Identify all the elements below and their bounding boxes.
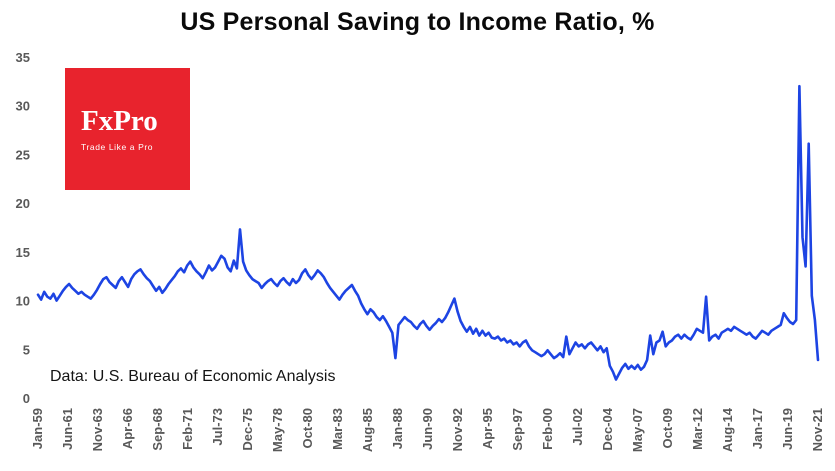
x-tick-label: Oct-09 xyxy=(660,408,675,448)
x-tick-label: Oct-80 xyxy=(300,408,315,448)
x-tick-label: Sep-68 xyxy=(150,408,165,451)
x-tick-label: May-78 xyxy=(270,408,285,452)
y-tick-label: 35 xyxy=(16,50,30,65)
x-tick-label: Dec-75 xyxy=(240,408,255,451)
fxpro-logo-brand-text: FxPro xyxy=(81,104,158,137)
x-tick-label: Jul-73 xyxy=(210,408,225,446)
x-tick-label: Nov-63 xyxy=(90,408,105,451)
y-tick-label: 20 xyxy=(16,196,30,211)
x-tick-label: Jan-88 xyxy=(390,408,405,449)
x-tick-label: Dec-04 xyxy=(600,407,615,450)
x-tick-label: Mar-83 xyxy=(330,408,345,450)
fxpro-logo-tagline: Trade Like a Pro xyxy=(81,142,154,153)
x-tick-label: Apr-95 xyxy=(480,408,495,449)
x-tick-label: Nov-92 xyxy=(450,408,465,451)
chart-title: US Personal Saving to Income Ratio, % xyxy=(180,8,655,36)
series-line xyxy=(36,84,820,381)
y-tick-label: 15 xyxy=(16,245,30,260)
x-tick-label: Mar-12 xyxy=(690,408,705,450)
data-source-note: Data: U.S. Bureau of Economic Analysis xyxy=(50,368,336,385)
x-tick-label: Feb-71 xyxy=(180,408,195,450)
x-tick-label: Apr-66 xyxy=(120,408,135,449)
x-tick-label: Jul-02 xyxy=(570,408,585,446)
x-tick-label: Nov-21 xyxy=(810,408,825,451)
x-tick-label: Jan-17 xyxy=(750,408,765,449)
y-tick-label: 30 xyxy=(16,99,30,114)
x-tick-label: Jun-19 xyxy=(780,408,795,450)
x-tick-label: Jun-61 xyxy=(60,408,75,450)
x-tick-label: Jan-59 xyxy=(30,408,45,449)
y-tick-label: 10 xyxy=(16,294,30,309)
x-tick-label: Jun-90 xyxy=(420,408,435,450)
x-tick-label: Feb-00 xyxy=(540,408,555,450)
x-tick-label: Sep-97 xyxy=(510,408,525,451)
fxpro-logo: FxPro Trade Like a Pro xyxy=(65,68,190,190)
x-tick-label: May-07 xyxy=(630,408,645,452)
y-tick-label: 0 xyxy=(23,391,30,406)
y-tick-label: 25 xyxy=(16,147,30,162)
x-tick-label: Aug-14 xyxy=(720,407,735,452)
y-tick-label: 5 xyxy=(23,342,30,357)
x-tick-label: Aug-85 xyxy=(360,408,375,452)
